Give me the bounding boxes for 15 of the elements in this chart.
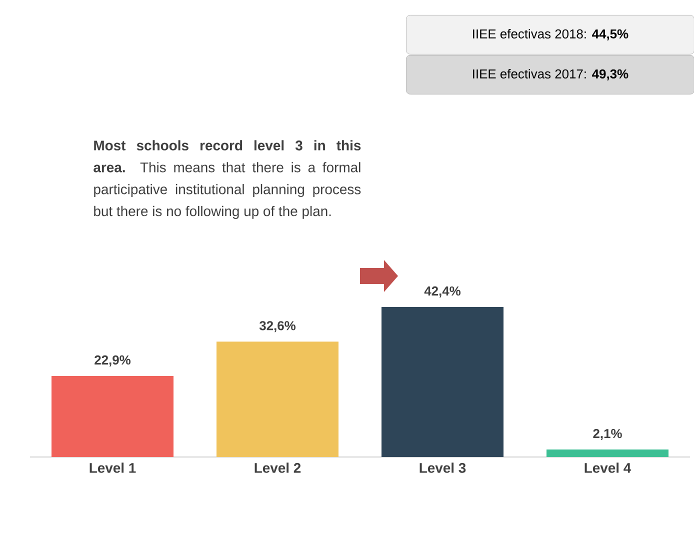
data-label: 42,4%: [424, 286, 461, 298]
data-label: 2,1%: [593, 428, 622, 440]
x-tick-label: Level 4: [584, 462, 632, 473]
data-label: 22,9%: [94, 355, 131, 366]
text: IIEE efectivas 2017: 49,3%: [473, 68, 628, 80]
bar: [382, 306, 504, 457]
bar: [216, 342, 339, 457]
bar: [546, 450, 669, 457]
x-tick-label: Level 3: [420, 462, 466, 473]
data-label: 32,6%: [259, 321, 296, 332]
x-tick-label: Level 1: [90, 462, 136, 473]
x-tick-label: Level 2: [254, 462, 301, 473]
text: Most schools record level 3 in this area. This means that there is a formal participative institutional planning process but there is no following up of the plan.: [94, 140, 361, 219]
bar: [52, 376, 174, 457]
text: IIEE efectivas 2018: 44,5%: [473, 28, 628, 40]
